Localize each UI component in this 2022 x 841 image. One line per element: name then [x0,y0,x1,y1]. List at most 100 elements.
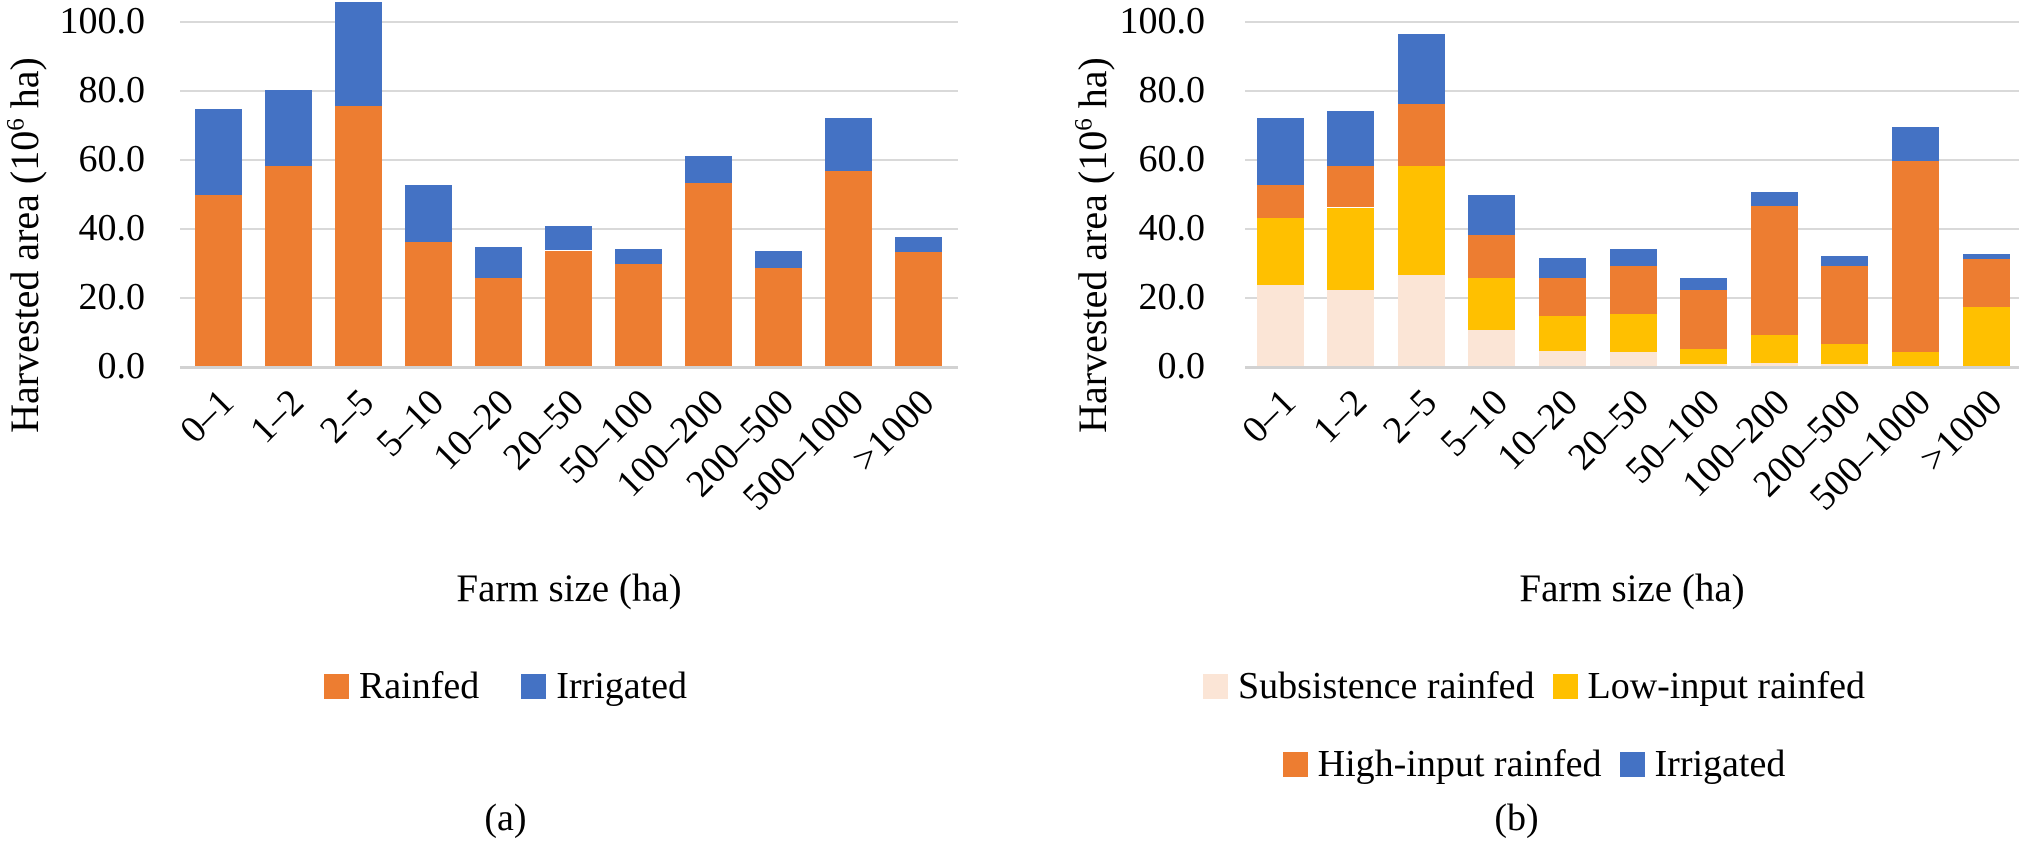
legend-swatch [1552,673,1578,699]
gridline [1245,21,2019,24]
legend-label: Subsistence rainfed [1237,665,1535,707]
bar-segment-high-input-rainfed [1256,185,1304,218]
bar-segment-rainfed [684,183,732,366]
x-axis-line [180,366,958,369]
y-tick-label: 40.0 [78,207,146,250]
caption-b: (b) [1494,797,1539,839]
legend-label: Irrigated [1654,743,1786,785]
x-tick-label: 10–20 [425,381,522,479]
gridline [1245,90,2019,93]
bar-segment-irrigated [1609,248,1657,266]
legend-item-high-input-rainfed: High-input rainfed [1282,742,1602,786]
y-axis-title-superscript: 6 [1070,118,1098,131]
bar-segment-high-input-rainfed [1468,235,1516,279]
y-tick-label: 60.0 [78,138,146,181]
bar-segment-high-input-rainfed [1538,278,1586,316]
bar-segment-irrigated [1821,255,1869,266]
gridline [180,159,958,162]
legend-item-subsistence-rainfed: Subsistence rainfed [1202,664,1535,708]
bar-segment-low-input-rainfed [1397,166,1445,275]
bar-segment-subsistence-rainfed [1468,329,1516,366]
bar-segment-irrigated [1750,192,1798,206]
bar-segment-rainfed [474,278,522,366]
bar-segment-low-input-rainfed [1891,352,1939,366]
bar-segment-rainfed [754,267,802,366]
x-axis-title: Farm size (ha) [1519,567,1745,610]
y-tick-label: 40.0 [1138,207,1206,250]
chart-panel-b: Harvested area (106 ha) 0.0 20.0 40.0 60.0 8… [1011,0,2022,841]
gridline [1245,228,2019,231]
legend-item-irrigated: Irrigated [521,664,687,708]
legend-swatch [323,673,349,699]
bar-segment-irrigated [544,226,592,251]
bar-segment-rainfed [404,241,452,366]
bar-segment-irrigated [1962,254,2010,260]
x-tick-label: 1–2 [1304,381,1375,452]
bar-segment-irrigated [1538,257,1586,279]
bar-segment-high-input-rainfed [1680,290,1728,349]
bar-segment-irrigated [824,117,872,172]
bar-segment-rainfed [824,171,872,366]
gridline [1245,159,2019,162]
bar-segment-low-input-rainfed [1468,278,1516,330]
legend-swatch [1282,751,1308,777]
bar-segment-irrigated [404,185,452,242]
bar-segment-irrigated [1680,278,1728,291]
bar-segment-irrigated [684,155,732,184]
y-axis-title-superscript: 6 [2,118,30,131]
bar-segment-high-input-rainfed [1962,259,2010,308]
bar-segment-rainfed [334,105,382,366]
bar-segment-subsistence-rainfed [1750,362,1798,366]
x-tick-label: 10–20 [1489,381,1587,479]
x-tick-label: 0–1 [171,381,242,452]
y-tick-label: 20.0 [78,276,146,319]
bar-segment-irrigated [1397,33,1445,105]
bar-segment-irrigated [1891,126,1939,161]
y-tick-label: 20.0 [1138,276,1206,319]
gridline [180,21,958,24]
bar-segment-rainfed [894,252,942,366]
y-tick-label: 80.0 [1138,69,1206,112]
legend: Rainfed Irrigated [45,664,966,708]
legend-label: High-input rainfed [1317,743,1602,785]
x-tick-label: >1000 [843,381,942,480]
legend-swatch [1202,673,1228,699]
bar-segment-irrigated [614,248,662,265]
bar-segment-rainfed [194,195,242,366]
x-tick-label: 2–5 [1375,381,1446,452]
bar-segment-high-input-rainfed [1750,205,1798,335]
legend: Subsistence rainfed Low-input rainfed High… [1071,664,1997,786]
bar-segment-irrigated [894,236,942,253]
bar-segment-low-input-rainfed [1327,207,1375,291]
bar-segment-irrigated [264,90,312,167]
bar-segment-subsistence-rainfed [1397,274,1445,366]
x-tick-label: >1000 [1911,381,2010,480]
bar-segment-low-input-rainfed [1750,335,1798,363]
bar-segment-low-input-rainfed [1962,307,2010,366]
x-axis-title: Farm size (ha) [456,567,682,610]
bar-segment-irrigated [1468,195,1516,235]
x-tick-label: 0–1 [1233,381,1304,452]
y-tick-label: 0.0 [1157,345,1206,387]
legend-item-irrigated: Irrigated [1619,742,1786,786]
legend-swatch [1619,751,1645,777]
caption-a: (a) [484,797,527,839]
y-tick-label: 60.0 [1138,138,1206,181]
bar-segment-low-input-rainfed [1538,316,1586,351]
bar-segment-low-input-rainfed [1256,217,1304,285]
x-tick-label: 1–2 [241,381,312,452]
bar-segment-rainfed [264,166,312,366]
y-tick-label: 80.0 [78,69,146,112]
y-tick-label: 100.0 [1119,0,1206,43]
legend-item-rainfed: Rainfed [323,664,480,708]
bar-segment-irrigated [334,2,382,106]
bar-segment-subsistence-rainfed [1538,350,1586,366]
bar-segment-high-input-rainfed [1609,266,1657,315]
legend-label: Rainfed [358,665,480,707]
bar-segment-subsistence-rainfed [1680,364,1728,366]
bar-segment-subsistence-rainfed [1327,290,1375,366]
bar-segment-high-input-rainfed [1327,166,1375,208]
x-tick-label: 2–5 [311,381,382,452]
bar-segment-subsistence-rainfed [1256,285,1304,366]
y-tick-label: 100.0 [59,0,146,43]
